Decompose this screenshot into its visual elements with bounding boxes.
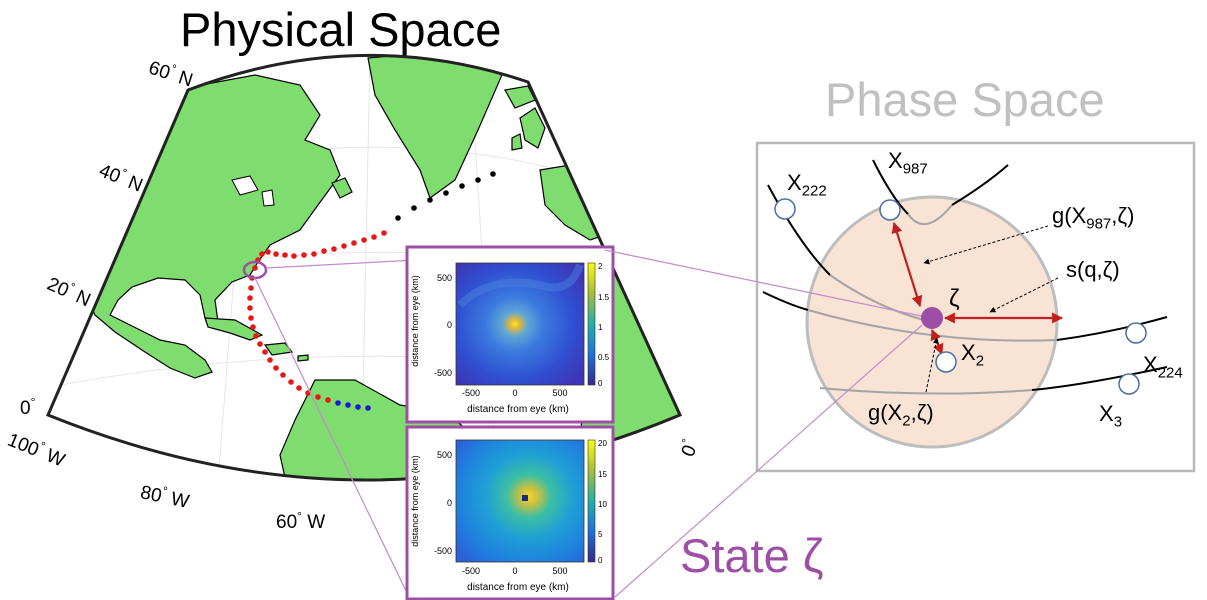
- heatmap-2-ylabel: distance from eye (km): [410, 455, 420, 547]
- track-dot: [247, 295, 253, 301]
- label-x2: X2: [961, 340, 985, 370]
- heatmap-1-ylabel: distance from eye (km): [410, 275, 420, 367]
- hurricane-track: [247, 171, 496, 411]
- point-x2: [935, 351, 957, 373]
- colorbar-1-tick: 1: [598, 323, 603, 332]
- track-dot: [315, 394, 321, 400]
- physical-space-title: Physical Space: [180, 3, 502, 56]
- label-x987: X987: [888, 148, 928, 178]
- track-dot: [331, 246, 337, 252]
- track-dot: [273, 251, 279, 257]
- track-dot: [345, 402, 351, 408]
- track-dot: [371, 234, 377, 240]
- track-dot: [301, 252, 307, 258]
- annotation-arrows: [923, 225, 1059, 393]
- track-dot: [259, 251, 265, 257]
- track-dot: [381, 230, 387, 236]
- label-x222: X222: [787, 170, 827, 200]
- track-dot: [253, 333, 259, 339]
- colorbar-2-tick: 5: [598, 530, 603, 539]
- track-dot: [291, 253, 297, 259]
- track-dot: [365, 405, 371, 411]
- track-dot: [490, 171, 496, 177]
- track-dot: [248, 315, 254, 321]
- lon-label-60: 60° W: [276, 509, 326, 533]
- track-dot: [288, 379, 294, 385]
- label-g-x2: g(X2,ζ): [868, 400, 934, 430]
- heatmap-2-xtick: 0: [512, 566, 517, 576]
- track-dot: [296, 385, 302, 391]
- colorbar-1-tick: 2: [598, 262, 603, 271]
- heatmap-1-ytick: 0: [447, 320, 452, 330]
- point-x224: [1125, 322, 1147, 344]
- label-zeta: ζ: [949, 285, 960, 312]
- heatmap-1-xtick: -500: [462, 388, 480, 398]
- distance-arrows: [891, 221, 1064, 356]
- track-dot: [459, 183, 465, 189]
- track-dot: [335, 400, 341, 406]
- heatmap-2-xtick: 500: [552, 566, 567, 576]
- track-dot: [341, 243, 347, 249]
- great-lakes: [231, 175, 275, 207]
- track-dot: [325, 397, 331, 403]
- track-dot: [267, 357, 273, 363]
- heatmap-2-image: [455, 439, 585, 563]
- colorbar-2: [587, 439, 596, 563]
- colorbar-2-tick: 15: [598, 470, 607, 479]
- track-dot: [273, 365, 279, 371]
- point-x987: [879, 199, 901, 221]
- track-dot: [355, 404, 361, 410]
- trajectories-inside: [807, 204, 1058, 395]
- track-dot: [247, 305, 253, 311]
- heatmap-1-xtick: 500: [552, 388, 567, 398]
- heatmap-1-ytick: -500: [434, 368, 452, 378]
- colorbar-1: [587, 262, 596, 386]
- heatmap-panels: distance from eye (km) 500 0 -500 -500 0…: [405, 245, 615, 600]
- point-x222: [774, 198, 796, 220]
- track-dot: [475, 177, 481, 183]
- phase-space-title: Phase Space: [825, 73, 1105, 126]
- track-dot: [351, 240, 357, 246]
- colorbar-2-tick: 20: [598, 439, 607, 448]
- label-g-x987: g(X987,ζ): [1052, 203, 1135, 233]
- track-dot: [443, 190, 449, 196]
- track-dot: [427, 197, 433, 203]
- colorbar-1-tick: 0.5: [598, 353, 610, 362]
- track-dot: [252, 265, 258, 271]
- track-dot: [250, 324, 256, 330]
- track-dot: [265, 249, 271, 255]
- label-x3: X3: [1099, 401, 1123, 431]
- track-dot: [311, 251, 317, 257]
- heatmap-1-xtick: 0: [512, 388, 517, 398]
- colorbar-1-tick: 1.5: [598, 293, 610, 302]
- track-dot: [411, 205, 417, 211]
- track-dot: [280, 372, 286, 378]
- point-x3: [1118, 373, 1140, 395]
- label-x224: X224: [1143, 352, 1183, 382]
- colorbar-2-tick: 10: [598, 500, 607, 509]
- label-s-q-zeta: s(q,ζ): [1066, 257, 1120, 282]
- state-zeta-label: State ζ: [680, 529, 824, 582]
- heatmap-2-xtick: -500: [462, 566, 480, 576]
- connector-bottom: [254, 277, 409, 596]
- track-dot: [395, 215, 401, 221]
- heatmap-1-xlabel: distance from eye (km): [467, 404, 569, 415]
- heatmap-2-xlabel: distance from eye (km): [467, 582, 569, 593]
- heatmap-2-ytick: 500: [437, 450, 452, 460]
- track-dot: [361, 237, 367, 243]
- track-dot: [282, 252, 288, 258]
- heatmap-2-ytick: 0: [447, 498, 452, 508]
- heatmap-1-ytick: 500: [437, 273, 452, 283]
- track-dot: [248, 285, 254, 291]
- track-dot: [257, 341, 263, 347]
- lat-label-0: 0°: [20, 395, 36, 419]
- track-dot: [321, 248, 327, 254]
- heatmap-2-ytick: -500: [434, 546, 452, 556]
- colorbar-2-tick: 0: [598, 556, 603, 565]
- state-point: [921, 307, 943, 329]
- track-dot: [262, 349, 268, 355]
- colorbar-1-tick: 0: [598, 379, 603, 388]
